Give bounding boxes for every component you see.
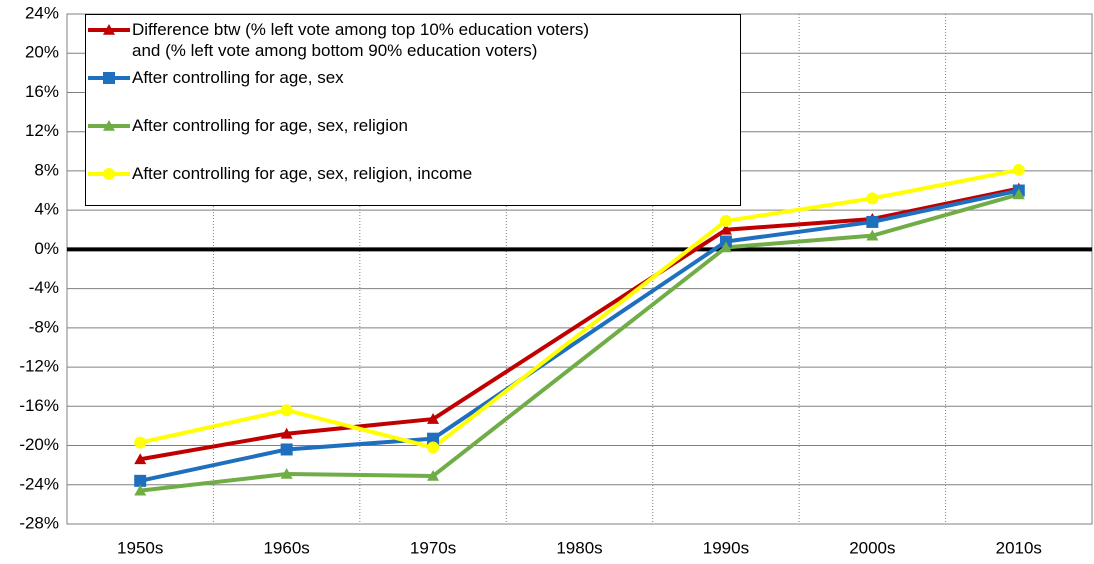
x-tick-label: 1990s [703, 538, 749, 557]
legend-label: Difference btw (% left vote among top 10… [132, 20, 590, 60]
y-tick-label: 16% [25, 82, 59, 101]
legend-entry: After controlling for age, sex [86, 67, 344, 88]
y-tick-label: -16% [19, 396, 59, 415]
legend-icon [88, 120, 130, 131]
legend-entry: After controlling for age, sex, religion… [86, 163, 472, 184]
y-tick-label: -20% [19, 435, 59, 454]
y-tick-label: -28% [19, 513, 59, 532]
data-point [134, 436, 147, 449]
series-line [139, 167, 1020, 450]
x-tick-label: 2000s [849, 538, 895, 557]
x-tick-label: 1960s [263, 538, 309, 557]
data-point [427, 432, 440, 445]
data-point [280, 467, 293, 479]
data-point [134, 484, 147, 496]
data-point [427, 441, 440, 454]
legend-label: After controlling for age, sex, religion… [132, 164, 473, 183]
data-point [280, 443, 293, 456]
legend-label: After controlling for age, sex [132, 68, 344, 87]
y-tick-label: -8% [29, 317, 59, 336]
legend-icon [88, 168, 130, 180]
y-tick-label: 20% [25, 43, 59, 62]
legend-marker [103, 120, 115, 131]
legend-marker [103, 72, 115, 84]
y-tick-label: -4% [29, 278, 59, 297]
data-point [866, 192, 879, 205]
legend-marker [103, 168, 115, 180]
x-tick-label: 1980s [556, 538, 602, 557]
y-tick-label: 0% [34, 239, 59, 258]
data-point [427, 469, 440, 481]
data-point [427, 413, 440, 424]
legend-icon [88, 72, 130, 84]
legend: Difference btw (% left vote among top 10… [85, 14, 741, 206]
legend-entry: Difference btw (% left vote among top 10… [86, 19, 589, 61]
y-tick-label: 24% [25, 3, 59, 22]
data-point [280, 404, 293, 417]
x-tick-label: 2010s [996, 538, 1042, 557]
data-point [719, 214, 732, 227]
data-point [719, 241, 732, 253]
data-point [1012, 188, 1025, 200]
series-line [139, 188, 1020, 483]
y-tick-label: 12% [25, 121, 59, 140]
legend-label: After controlling for age, sex, religion [132, 116, 408, 135]
y-tick-label: -24% [19, 474, 59, 493]
data-point [134, 453, 147, 465]
x-tick-label: 1970s [410, 538, 456, 557]
y-tick-label: 4% [34, 200, 59, 219]
data-point [866, 229, 879, 241]
series-line [139, 192, 1020, 493]
y-tick-label: -12% [19, 357, 59, 376]
y-tick-label: 8% [34, 160, 59, 179]
data-point [280, 427, 293, 439]
data-point [1012, 163, 1025, 176]
legend-icon [88, 24, 130, 35]
data-point [719, 223, 732, 235]
data-point [134, 474, 147, 487]
legend-marker [103, 24, 115, 35]
x-tick-label: 1950s [117, 538, 163, 557]
series-line [139, 186, 1020, 462]
legend-entry: After controlling for age, sex, religion [86, 115, 408, 136]
data-point [866, 215, 879, 228]
